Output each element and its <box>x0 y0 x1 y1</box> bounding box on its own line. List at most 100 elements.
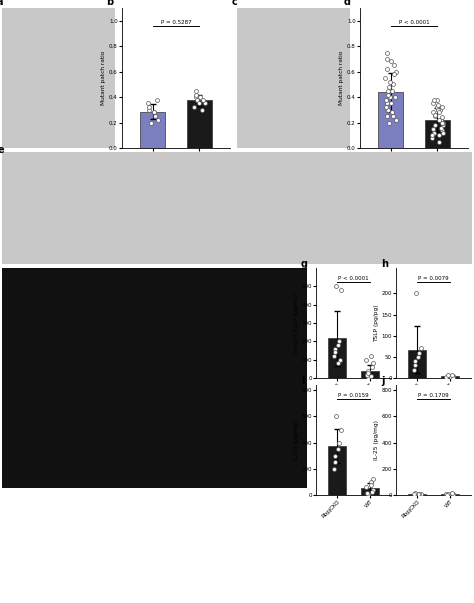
Point <box>434 95 441 104</box>
Point <box>383 65 391 74</box>
Point <box>332 282 340 291</box>
Point <box>410 365 418 374</box>
Point <box>431 112 439 121</box>
Bar <box>328 446 346 495</box>
Point <box>364 370 371 380</box>
Point <box>429 99 437 109</box>
Point <box>334 359 342 368</box>
Point <box>447 489 455 499</box>
Point <box>438 113 446 122</box>
Point <box>429 107 437 117</box>
Point <box>388 107 396 117</box>
Point <box>434 100 442 110</box>
Point <box>331 344 338 353</box>
Point <box>412 289 420 298</box>
Point <box>417 344 425 353</box>
Point <box>389 112 397 121</box>
Bar <box>441 376 459 378</box>
Point <box>151 112 159 121</box>
Point <box>331 451 338 461</box>
Point <box>410 361 418 370</box>
Point <box>447 372 455 382</box>
Point <box>438 118 446 127</box>
Point <box>364 366 371 376</box>
Bar <box>425 120 450 148</box>
Point <box>383 103 390 112</box>
Point <box>447 371 455 381</box>
Point <box>365 372 373 382</box>
Point <box>444 490 451 499</box>
Point <box>382 95 389 104</box>
Point <box>444 490 451 499</box>
Point <box>154 115 161 125</box>
Point <box>386 92 393 102</box>
Point <box>437 115 445 125</box>
Point <box>145 105 153 115</box>
Point <box>145 103 153 112</box>
Point <box>428 130 436 140</box>
Point <box>383 48 391 57</box>
Point <box>367 371 374 380</box>
Point <box>383 99 391 109</box>
Bar <box>378 92 403 148</box>
Point <box>383 105 391 115</box>
Point <box>390 69 398 79</box>
Point <box>385 82 393 92</box>
Y-axis label: Serum TSLP (pg/mL): Serum TSLP (pg/mL) <box>293 293 299 353</box>
Point <box>431 110 439 120</box>
Point <box>335 438 343 447</box>
Point <box>384 105 392 115</box>
Bar <box>408 494 426 495</box>
Point <box>368 351 375 361</box>
Point <box>438 103 446 112</box>
Point <box>391 92 399 102</box>
Point <box>442 372 450 382</box>
Point <box>389 80 397 89</box>
Point <box>387 99 394 109</box>
Point <box>442 490 450 499</box>
Y-axis label: Mutant patch ratio: Mutant patch ratio <box>101 51 106 105</box>
Point <box>369 362 376 372</box>
Bar <box>441 494 459 495</box>
Point <box>384 90 392 99</box>
Text: i: i <box>301 376 304 386</box>
Point <box>369 488 376 497</box>
Point <box>388 86 395 95</box>
Point <box>365 373 372 382</box>
Y-axis label: Mutant patch ratio: Mutant patch ratio <box>339 51 344 105</box>
Point <box>367 477 374 487</box>
Point <box>381 73 389 83</box>
Point <box>392 67 400 77</box>
Point <box>387 57 394 66</box>
Point <box>384 86 392 95</box>
Point <box>365 371 372 381</box>
Point <box>192 90 200 99</box>
Point <box>428 133 436 143</box>
Point <box>192 86 200 95</box>
Point <box>436 105 443 115</box>
Point <box>447 490 455 499</box>
Point <box>392 115 400 125</box>
Point <box>429 124 437 134</box>
Point <box>336 355 344 364</box>
Point <box>370 485 377 494</box>
Text: h: h <box>381 259 388 269</box>
Point <box>438 125 446 135</box>
Point <box>415 490 423 499</box>
Point <box>414 490 422 499</box>
Text: P = 0.0079: P = 0.0079 <box>418 276 449 281</box>
Point <box>369 475 376 484</box>
Point <box>435 107 442 117</box>
Point <box>153 95 160 104</box>
Point <box>201 99 209 109</box>
Point <box>434 105 441 115</box>
Bar <box>328 338 346 378</box>
Point <box>439 120 447 130</box>
Point <box>448 371 456 380</box>
Point <box>439 118 447 127</box>
Text: c: c <box>231 0 237 7</box>
Point <box>362 355 370 364</box>
Point <box>414 352 422 362</box>
Point <box>363 370 371 379</box>
Point <box>435 137 442 147</box>
